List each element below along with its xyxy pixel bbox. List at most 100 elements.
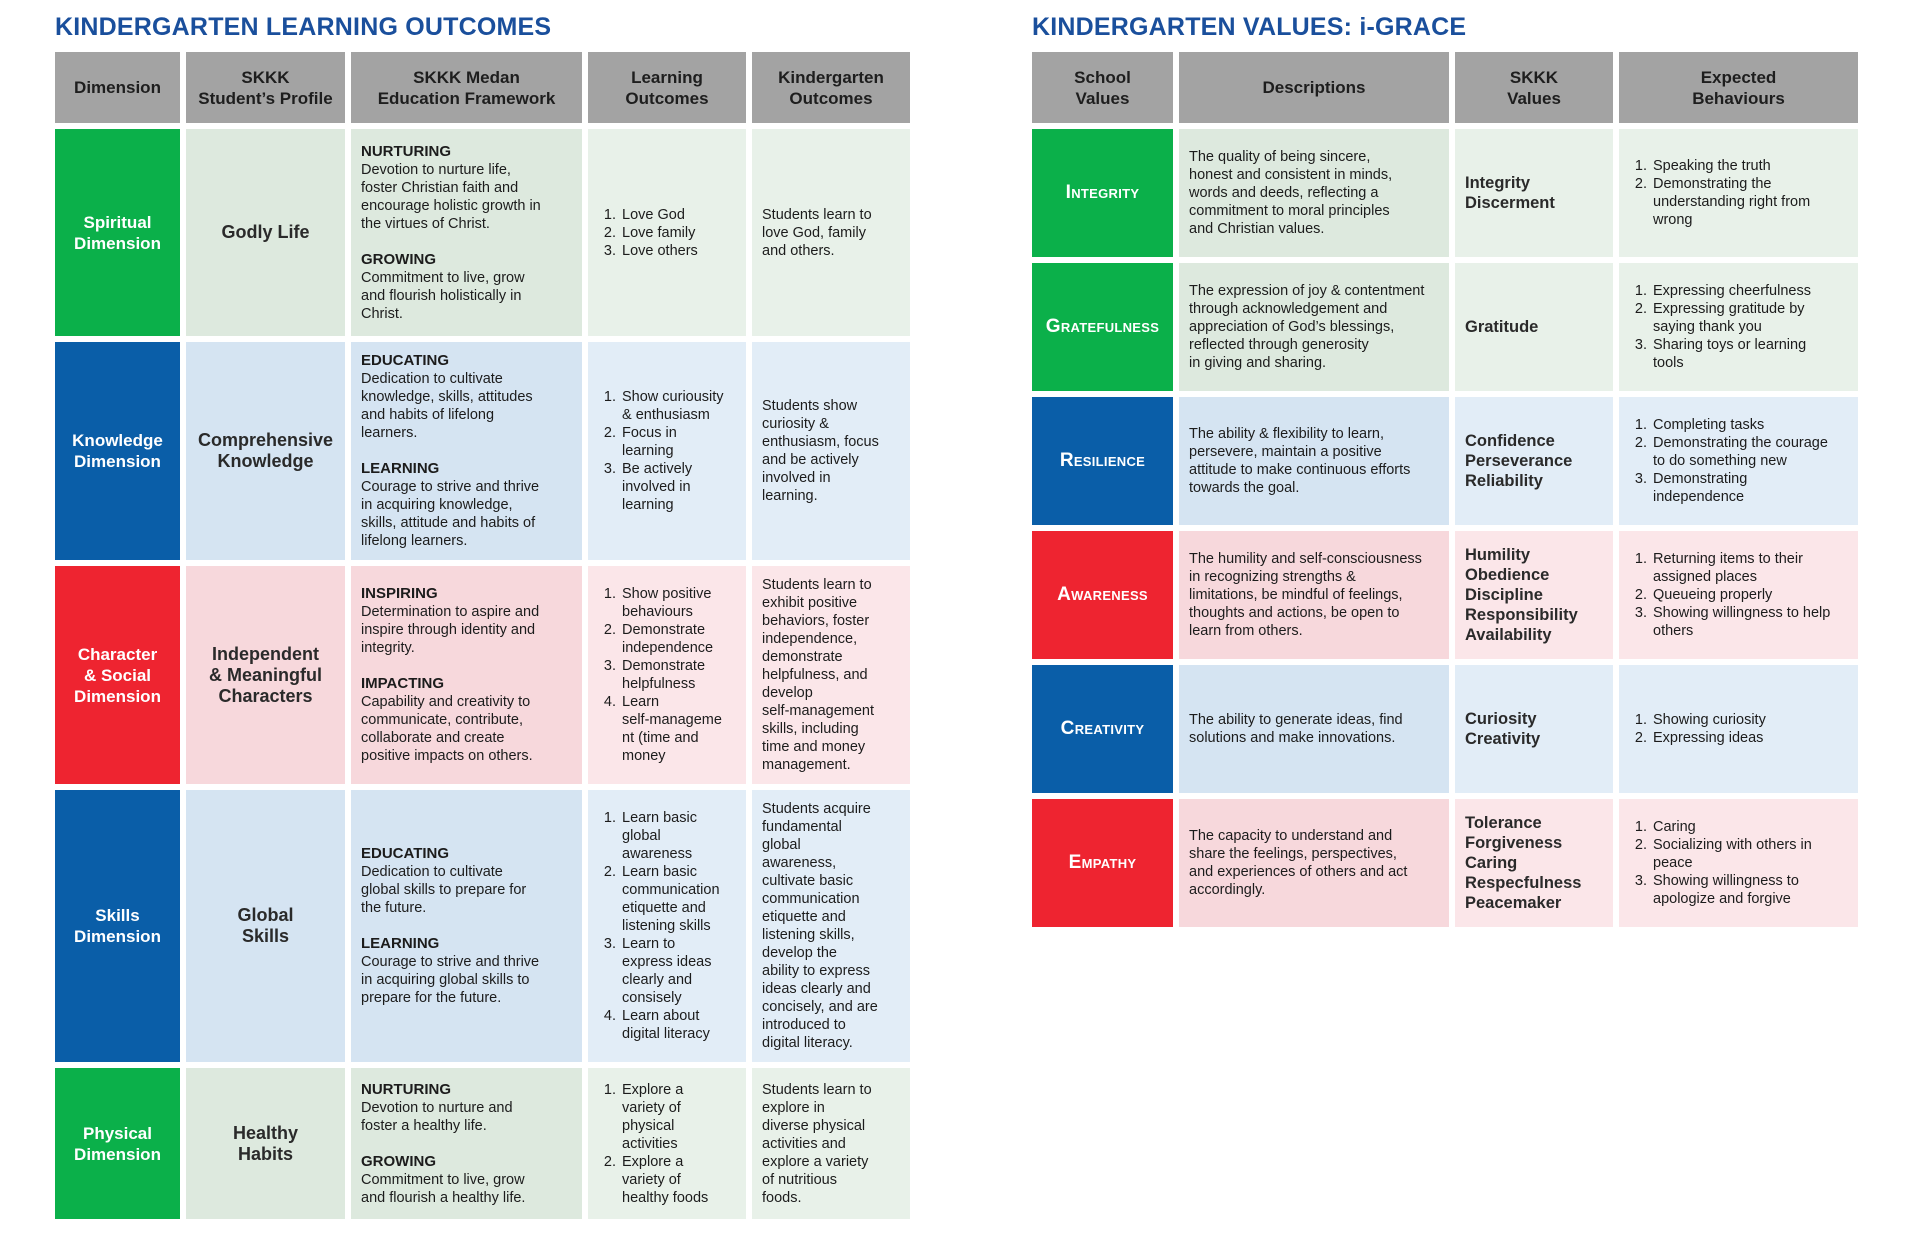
skkk-values-cell: Humility Obedience Discipline Responsibi… — [1455, 531, 1613, 659]
numbered-list: CaringSocializing with others in peaceSh… — [1629, 818, 1848, 908]
learning-outcomes-cell: Love GodLove familyLove others — [588, 129, 746, 336]
framework-heading: LEARNING — [361, 935, 440, 952]
description-cell: The ability to generate ideas, find solu… — [1179, 665, 1449, 793]
list-item: Demonstrating independence — [1651, 470, 1848, 506]
framework-heading: IMPACTING — [361, 675, 445, 692]
list-item: Showing curiosity — [1651, 711, 1848, 729]
expected-behaviours-cell: Speaking the truthDemonstrating the unde… — [1619, 129, 1858, 257]
framework-heading: EDUCATING — [361, 845, 450, 862]
learning-outcomes-cell: Show positive behavioursDemonstrate inde… — [588, 566, 746, 784]
list-item: Focus in learning — [620, 424, 736, 460]
framework-text: Commitment to live, grow and flourish a … — [361, 1171, 526, 1206]
list-item: Learn basic communication etiquette and … — [620, 863, 736, 935]
numbered-list: Completing tasksDemonstrating the courag… — [1629, 416, 1848, 506]
numbered-list: Love GodLove familyLove others — [598, 206, 736, 260]
values-table: School Values Descriptions SKKK Values Expe… — [1032, 52, 1858, 927]
framework-text: Commitment to live, grow and flourish ho… — [361, 269, 525, 322]
learning-outcomes-cell: Learn basic global awarenessLearn basic … — [588, 790, 746, 1062]
list-item: Speaking the truth — [1651, 157, 1848, 175]
list-item: Love others — [620, 242, 736, 260]
expected-behaviours-cell: Completing tasksDemonstrating the courag… — [1619, 397, 1858, 525]
expected-behaviours-cell: Expressing cheerfulnessExpressing gratit… — [1619, 263, 1858, 391]
framework-text: Determination to aspire and inspire thro… — [361, 604, 540, 656]
description-cell: The humility and self-consciousness in r… — [1179, 531, 1449, 659]
framework-text: Courage to strive and thrive in acquirin… — [361, 954, 540, 1006]
framework-heading: INSPIRING — [361, 585, 438, 602]
numbered-list: Showing curiosityExpressing ideas — [1629, 711, 1848, 747]
header-skkk-values: SKKK Values — [1455, 52, 1613, 123]
framework-text: Courage to strive and thrive in acquirin… — [361, 479, 540, 549]
school-value-cell: Empathy — [1032, 799, 1173, 927]
numbered-list: Show positive behavioursDemonstrate inde… — [598, 585, 736, 765]
header-student-profile: SKKK Student’s Profile — [186, 52, 345, 123]
kindergarten-outcomes-cell: Students learn to explore in diverse phy… — [752, 1068, 910, 1219]
skkk-values-cell: Gratitude — [1455, 263, 1613, 391]
header-dimension: Dimension — [55, 52, 180, 123]
numbered-list: Expressing cheerfulnessExpressing gratit… — [1629, 282, 1848, 372]
framework-cell: INSPIRING Determination to aspire and ins… — [351, 566, 582, 784]
dimension-cell: Character & Social Dimension — [55, 566, 180, 784]
list-item: Demonstrate helpfulness — [620, 657, 736, 693]
list-item: Completing tasks — [1651, 416, 1848, 434]
list-item: Show positive behaviours — [620, 585, 736, 621]
skkk-values-cell: Integrity Discerment — [1455, 129, 1613, 257]
list-item: Demonstrating the courage to do somethin… — [1651, 434, 1848, 470]
dimension-cell: Skills Dimension — [55, 790, 180, 1062]
expected-behaviours-cell: Returning items to their assigned places… — [1619, 531, 1858, 659]
list-item: Learn to express ideas clearly and consi… — [620, 935, 736, 1007]
list-item: Demonstrating the understanding right fr… — [1651, 175, 1848, 229]
numbered-list: Show curiousity & enthusiasmFocus in lea… — [598, 388, 736, 514]
list-item: Returning items to their assigned places — [1651, 550, 1848, 586]
description-cell: The capacity to understand and share the… — [1179, 799, 1449, 927]
description-cell: The quality of being sincere, honest and… — [1179, 129, 1449, 257]
header-education-framework: SKKK Medan Education Framework — [351, 52, 582, 123]
list-item: Expressing gratitude by saying thank you — [1651, 300, 1848, 336]
numbered-list: Explore a variety of physical activities… — [598, 1081, 736, 1207]
kindergarten-outcomes-cell: Students show curiosity & enthusiasm, fo… — [752, 342, 910, 560]
framework-heading: NURTURING — [361, 1080, 451, 1098]
numbered-list: Learn basic global awarenessLearn basic … — [598, 809, 736, 1043]
kindergarten-outcomes-cell: Students acquire fundamental global awar… — [752, 790, 910, 1062]
school-value-cell: Creativity — [1032, 665, 1173, 793]
framework-text: Capability and creativity to communicate… — [361, 694, 533, 764]
list-item: Expressing ideas — [1651, 729, 1848, 747]
framework-heading: LEARNING — [361, 460, 440, 477]
expected-behaviours-cell: Showing curiosityExpressing ideas — [1619, 665, 1858, 793]
kindergarten-outcomes-cell: Students learn to love God, family and o… — [752, 129, 910, 336]
framework-heading: GROWING — [361, 250, 436, 268]
list-item: Socializing with others in peace — [1651, 836, 1848, 872]
header-school-values: School Values — [1032, 52, 1173, 123]
framework-cell: NURTURING Devotion to nurture and foster … — [351, 1068, 582, 1219]
student-profile-cell: Independent & Meaningful Characters — [186, 566, 345, 784]
skkk-values-cell: Confidence Perseverance Reliability — [1455, 397, 1613, 525]
framework-cell: EDUCATING Dedication to cultivate global … — [351, 790, 582, 1062]
list-item: Show curiousity & enthusiasm — [620, 388, 736, 424]
list-item: Love God — [620, 206, 736, 224]
list-item: Learn self-manageme nt (time and money — [620, 693, 736, 765]
framework-text: Devotion to nurture and foster a healthy… — [361, 1099, 513, 1134]
list-item: Demonstrate independence — [620, 621, 736, 657]
description-cell: The ability & flexibility to learn, pers… — [1179, 397, 1449, 525]
student-profile-cell: Godly Life — [186, 129, 345, 336]
learning-outcomes-title: KINDERGARTEN LEARNING OUTCOMES — [55, 13, 552, 41]
header-expected-behaviours: Expected Behaviours — [1619, 52, 1858, 123]
learning-outcomes-cell: Explore a variety of physical activities… — [588, 1068, 746, 1219]
list-item: Showing willingness to apologize and for… — [1651, 872, 1848, 908]
dimension-cell: Physical Dimension — [55, 1068, 180, 1219]
list-item: Expressing cheerfulness — [1651, 282, 1848, 300]
dimension-cell: Knowledge Dimension — [55, 342, 180, 560]
framework-text: Dedication to cultivate knowledge, skill… — [361, 371, 533, 441]
list-item: Love family — [620, 224, 736, 242]
skkk-values-cell: Curiosity Creativity — [1455, 665, 1613, 793]
school-value-cell: Resilience — [1032, 397, 1173, 525]
skkk-values-cell: Tolerance Forgiveness Caring Respecfulne… — [1455, 799, 1613, 927]
header-learning-outcomes: Learning Outcomes — [588, 52, 746, 123]
list-item: Queueing properly — [1651, 586, 1848, 604]
school-value-cell: Awareness — [1032, 531, 1173, 659]
numbered-list: Speaking the truthDemonstrating the unde… — [1629, 157, 1848, 229]
framework-heading: EDUCATING — [361, 352, 450, 369]
student-profile-cell: Comprehensive Knowledge — [186, 342, 345, 560]
framework-heading: NURTURING — [361, 142, 451, 160]
kindergarten-outcomes-cell: Students learn to exhibit positive behav… — [752, 566, 910, 784]
learning-outcomes-table: Dimension SKKK Student’s Profile SKKK Meda… — [55, 52, 910, 1219]
